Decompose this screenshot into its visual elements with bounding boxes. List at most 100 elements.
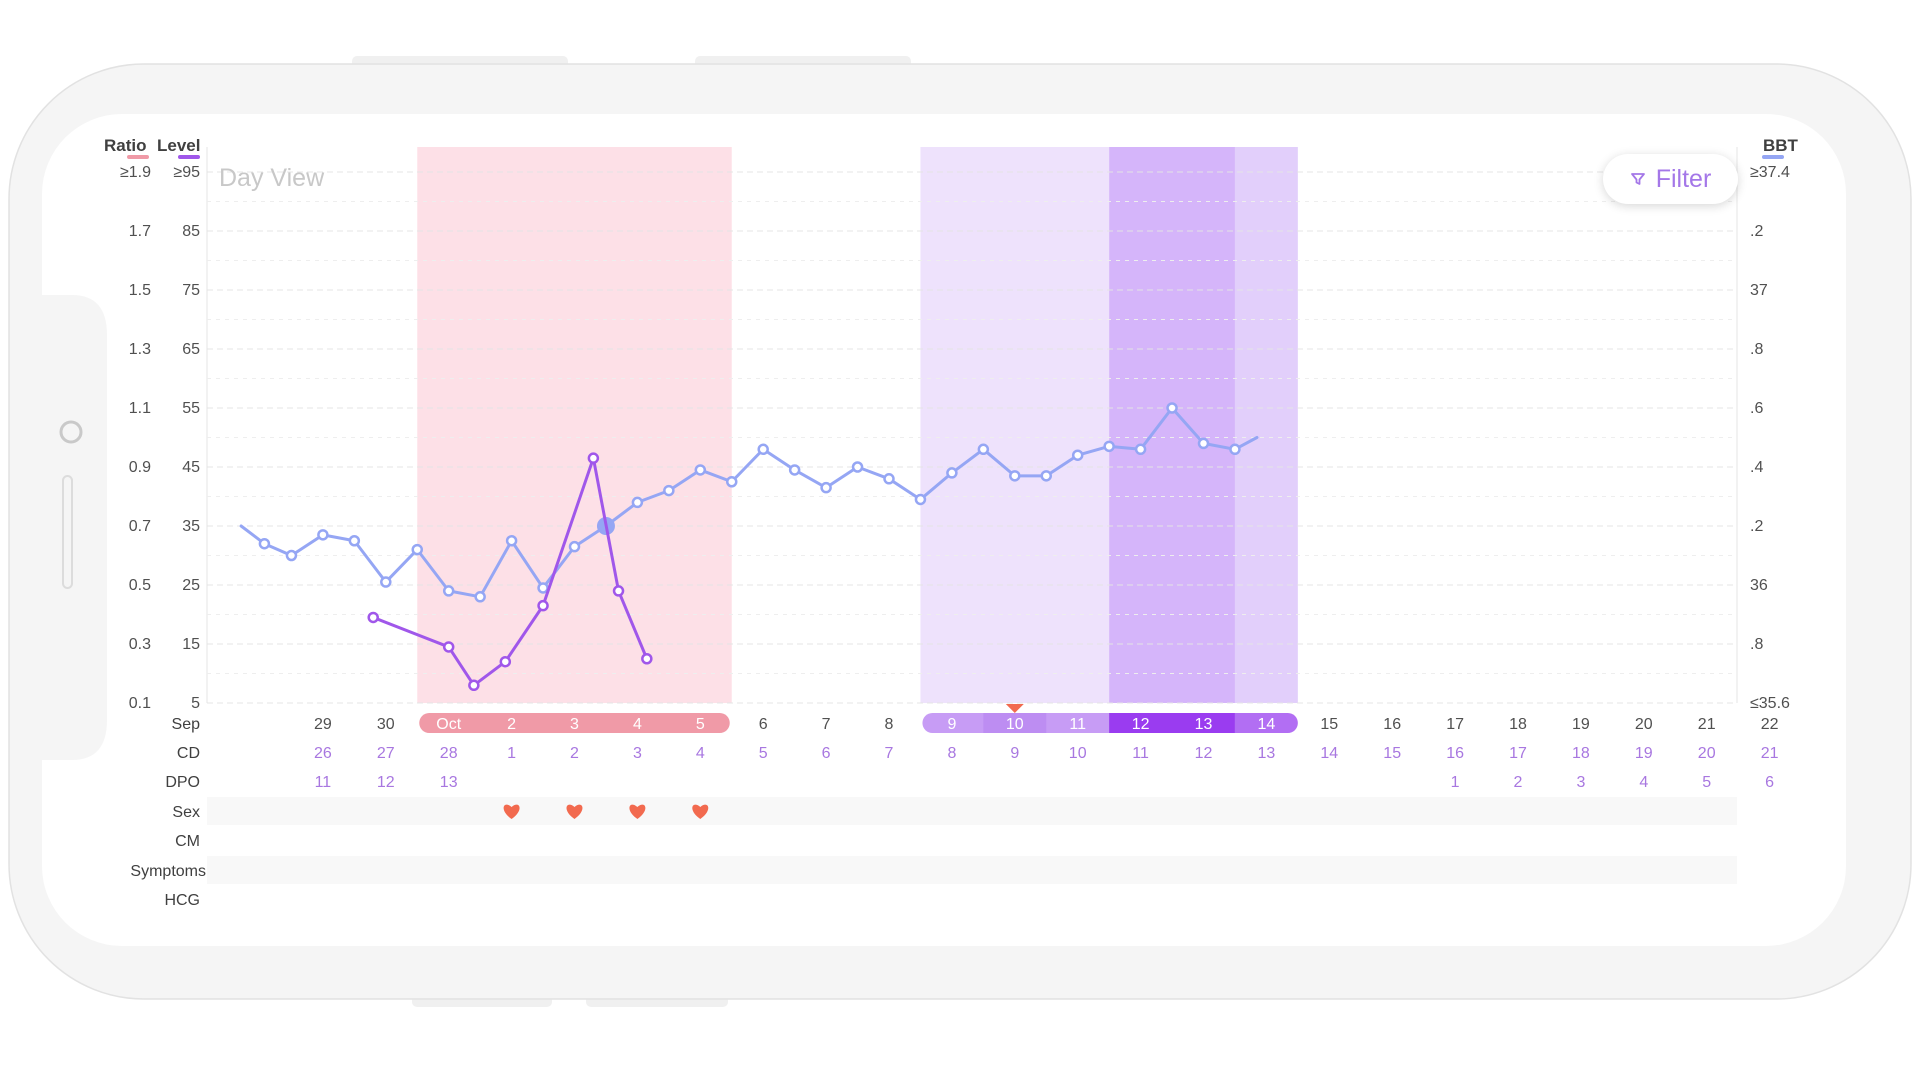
filter-button[interactable]: Filter — [1603, 154, 1738, 204]
ratio-tick-label: 1.5 — [129, 282, 151, 299]
chart-text: ≥1.9 ≥95 ≥37.41.7 85.21.5 75 371.3 65.81.1 55.6… — [120, 164, 1790, 909]
cycle-day-label: 2 — [570, 745, 579, 762]
date-label: 21 — [1698, 716, 1716, 733]
ratio-label: Ratio — [104, 136, 147, 155]
cycle-day-label: 28 — [440, 745, 458, 762]
bbt-tick-label: 36 — [1750, 577, 1768, 594]
level-point — [499, 655, 512, 668]
bbt-point — [317, 529, 329, 541]
dpo-label: 3 — [1576, 774, 1585, 791]
bbt-point — [1229, 443, 1241, 456]
cycle-day-label: 9 — [1010, 745, 1019, 762]
filter-label: Filter — [1655, 164, 1712, 193]
cycle-day-label: 20 — [1698, 745, 1716, 762]
markers — [503, 704, 1024, 819]
dpo-label: 13 — [440, 774, 458, 791]
ratio-tick-label: 0.9 — [129, 459, 151, 476]
sex-row-label: Sex — [172, 804, 200, 821]
cycle-chart: ≥1.9 ≥95 ≥37.41.7 85.21.5 75 371.3 65.81.1 55.6… — [104, 136, 1799, 909]
dpo-label: 1 — [1451, 774, 1460, 791]
cycle-day-label: 26 — [314, 745, 332, 762]
date-label: 29 — [314, 716, 332, 733]
cycle-day-label: 15 — [1383, 745, 1401, 762]
date-label: 30 — [377, 716, 395, 733]
dpo-label: 2 — [1514, 774, 1523, 791]
ratio-tick-label: 0.3 — [129, 636, 151, 653]
bbt-point — [285, 549, 298, 562]
bbt-tick-label: 37 — [1750, 282, 1768, 299]
ratio-tick-label: 0.5 — [129, 577, 151, 594]
ovulation-marker — [1005, 704, 1024, 713]
date-row-label: Sep — [172, 716, 201, 733]
date-label: 5 — [696, 716, 705, 733]
heart-icon — [503, 804, 520, 819]
bbt-line — [239, 406, 1259, 599]
grid-lines — [206, 147, 1738, 704]
cycle-day-label: 1 — [507, 745, 516, 762]
bbt-point — [1134, 443, 1147, 456]
cycle-day-label: 27 — [377, 745, 395, 762]
bbt-point — [505, 535, 518, 547]
date-label: Oct — [436, 716, 461, 733]
bbt-tick-label: .8 — [1750, 341, 1763, 358]
level-tick-label: 65 — [182, 341, 200, 358]
bbt-point — [1009, 470, 1021, 482]
dpo-label: 5 — [1702, 774, 1711, 791]
cycle-day-label: 21 — [1761, 745, 1779, 762]
level-point — [468, 679, 480, 692]
cycle-day-label: 12 — [1195, 745, 1213, 762]
cycle-day-label: 4 — [696, 745, 705, 762]
heart-icon — [629, 804, 646, 819]
bbt-point — [568, 540, 581, 553]
bbt-point — [258, 537, 271, 550]
period-date-pill — [419, 713, 730, 733]
level-line — [371, 456, 649, 687]
date-label: 3 — [570, 716, 579, 733]
dpo-label: 11 — [315, 774, 332, 791]
bbt-point — [851, 461, 864, 473]
date-label: 10 — [1006, 716, 1024, 733]
cycle-day-label: 19 — [1635, 745, 1653, 762]
ratio-tick-label: 0.7 — [129, 518, 151, 535]
heart-icon — [566, 804, 583, 819]
fertile-band-mid — [1234, 147, 1298, 703]
level-tick-label: 85 — [182, 223, 200, 240]
dpo-label: 6 — [1765, 774, 1774, 791]
date-label: 19 — [1572, 716, 1590, 733]
level-point — [537, 599, 549, 612]
ratio-tick-label: 1.1 — [129, 400, 151, 417]
bbt-point — [820, 481, 832, 494]
bbt-point — [694, 464, 707, 476]
bbt-label: BBT — [1763, 136, 1799, 155]
bbt-point — [474, 591, 486, 603]
cycle-day-label: 3 — [633, 745, 642, 762]
dpo-label: 12 — [377, 774, 395, 791]
ratio-tick-label: 0.1 — [129, 695, 151, 712]
level-label: Level — [157, 136, 200, 155]
fertile-date-pill-light — [983, 713, 1047, 733]
level-point — [442, 641, 455, 653]
bbt-legend-swatch — [1762, 155, 1784, 159]
bbt-point — [946, 467, 958, 479]
fertile-band-light — [920, 147, 1110, 703]
date-label: 7 — [822, 716, 831, 733]
ratio-tick-label: 1.3 — [129, 341, 151, 358]
date-label: 20 — [1635, 716, 1653, 733]
bbt-point — [442, 585, 455, 597]
date-label: 14 — [1258, 716, 1276, 733]
level-tick-label: ≥95 — [173, 164, 200, 181]
bbt-point — [883, 473, 895, 485]
heart-icon — [692, 804, 709, 819]
bbt-point — [788, 464, 801, 476]
date-label: 13 — [1195, 716, 1213, 733]
bbt-point — [914, 493, 927, 506]
level-legend-swatch — [178, 155, 200, 159]
dpo-row-label: DPO — [165, 774, 200, 791]
date-label: 8 — [885, 716, 894, 733]
fertile-date-pill-mid — [1234, 713, 1267, 733]
cycle-day-label: 10 — [1069, 745, 1087, 762]
bbt-point — [757, 443, 769, 456]
level-tick-label: 15 — [182, 636, 200, 653]
bbt-point — [977, 443, 990, 456]
